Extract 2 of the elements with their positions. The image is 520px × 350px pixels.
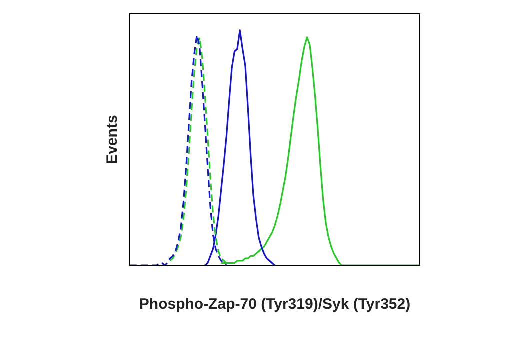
x-axis-title: Phospho-Zap-70 (Tyr319)/Syk (Tyr352): [139, 296, 411, 314]
y-axis-title: Events: [104, 115, 122, 164]
